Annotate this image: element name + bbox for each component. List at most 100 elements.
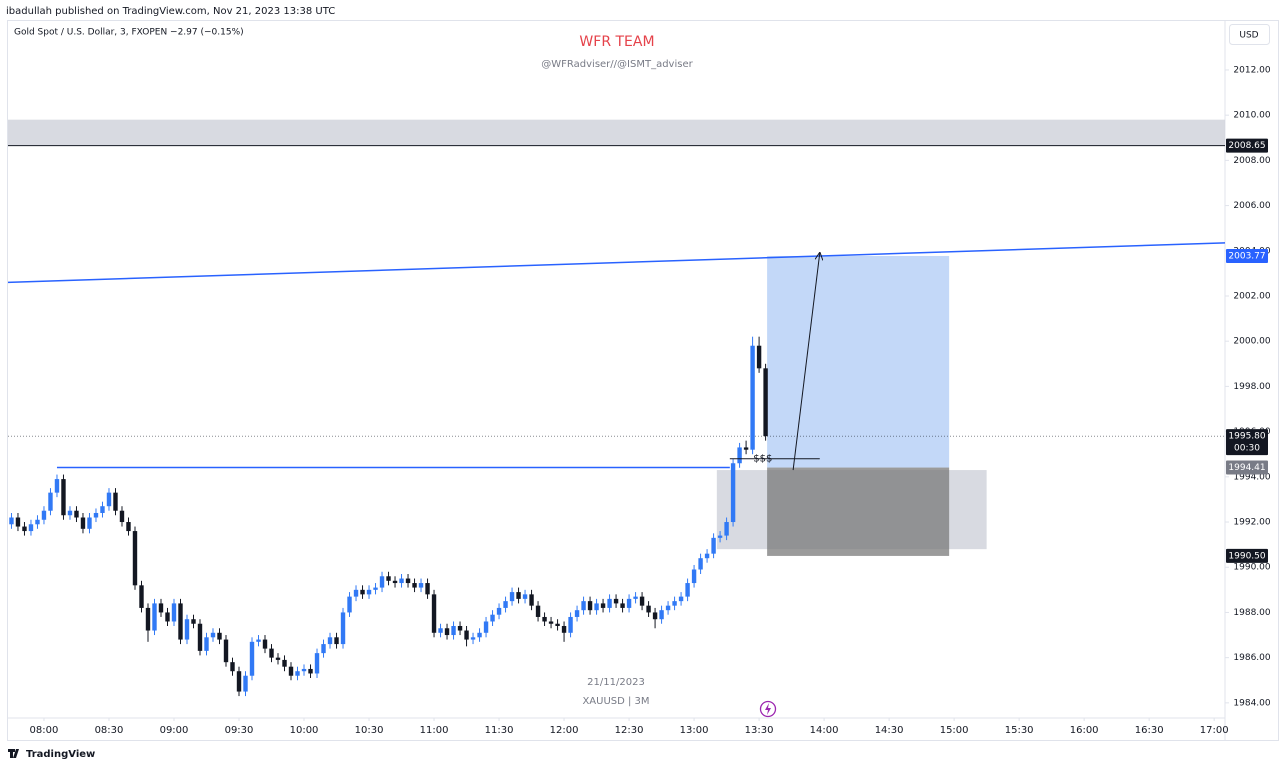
candle-body	[113, 492, 118, 511]
candle-body	[321, 644, 326, 654]
candle-body	[184, 619, 190, 640]
candle-body	[659, 610, 664, 620]
candle-body	[178, 603, 183, 640]
candle-body	[555, 623, 560, 627]
candle-body	[464, 630, 469, 640]
candle-body	[295, 671, 300, 676]
candle-body	[516, 592, 521, 599]
candle-body	[451, 626, 456, 636]
candle-body	[80, 517, 86, 529]
candle-body	[236, 671, 242, 692]
candle-body	[54, 479, 60, 493]
candle-body	[269, 648, 274, 658]
position-stop	[767, 467, 950, 556]
candle-body	[379, 576, 385, 588]
position-target	[767, 255, 950, 468]
price-label-box	[1226, 460, 1268, 475]
price-label: 1995.80	[1228, 432, 1265, 442]
zone	[8, 119, 1225, 146]
candle-body	[373, 587, 378, 590]
candle-body	[750, 345, 755, 450]
candle-body	[490, 614, 495, 622]
candle-body	[119, 510, 125, 523]
candle-body	[613, 598, 619, 604]
x-tick-label: 11:30	[485, 725, 514, 736]
price-label-box	[1226, 548, 1268, 563]
candle-body	[366, 589, 372, 595]
candle-body	[132, 531, 138, 586]
candle-body	[691, 569, 697, 584]
candle-body	[100, 506, 105, 513]
candle-body	[334, 637, 339, 645]
x-tick-label: 08:30	[95, 725, 124, 736]
candle-body	[282, 659, 287, 667]
candle-body	[217, 632, 222, 640]
candle-body	[308, 668, 313, 674]
x-tick-label: 16:30	[1135, 725, 1164, 736]
watermark-symbol: XAUUSD | 3M	[582, 696, 649, 707]
candle-body	[191, 619, 196, 624]
x-tick-label: 16:00	[1070, 725, 1099, 736]
brand: TradingView	[26, 749, 95, 760]
candle-body	[262, 639, 268, 649]
candle-body	[672, 601, 677, 606]
candle-body	[139, 585, 144, 608]
publisher: ibadullah published on TradingView.com, …	[6, 6, 335, 17]
candle-body	[665, 605, 671, 611]
candle-body	[243, 675, 248, 692]
candle-body	[542, 616, 547, 622]
x-tick-label: 12:00	[550, 725, 579, 736]
candle-body	[405, 578, 411, 584]
currency: USD	[1239, 31, 1258, 41]
currency-button[interactable]	[1229, 24, 1270, 45]
candle-body	[327, 637, 333, 645]
candle-body	[646, 605, 651, 613]
candle-body	[126, 522, 131, 532]
y-tick-label: 1992.00	[1233, 518, 1270, 528]
candle-body	[483, 621, 489, 633]
candle-body	[503, 601, 508, 608]
candle-body	[457, 626, 463, 631]
candle-body	[418, 583, 424, 588]
price-label-box	[1226, 138, 1268, 153]
y-tick-label: 1994.00	[1233, 472, 1270, 482]
candle-body	[223, 639, 229, 663]
x-tick-label: 12:30	[615, 725, 644, 736]
candle-body	[256, 639, 261, 642]
candle-body	[698, 558, 703, 570]
candle-body	[711, 537, 716, 554]
watermark-subtitle: @WFRadviser//@ISMT_adviser	[541, 59, 693, 70]
sss-label: $$$	[753, 454, 772, 465]
x-tick-label: 17:00	[1200, 725, 1229, 736]
candle-body	[568, 616, 573, 633]
candle-body	[197, 623, 203, 651]
candle-body	[477, 632, 482, 638]
candle-body	[444, 628, 450, 636]
candle-body	[509, 592, 515, 602]
candle-body	[535, 605, 541, 617]
event-icon[interactable]	[759, 700, 777, 718]
candle-body	[93, 512, 99, 518]
candle-body	[41, 510, 47, 520]
y-tick-label: 2008.00	[1233, 156, 1270, 166]
candle-body	[626, 598, 632, 608]
candle-body	[152, 603, 157, 631]
price-label-box	[1226, 248, 1268, 263]
candle-body	[15, 517, 21, 527]
x-tick-label: 15:30	[1005, 725, 1034, 736]
y-tick-label: 1998.00	[1233, 382, 1270, 392]
frame	[7, 20, 1279, 741]
candle-body	[360, 589, 365, 595]
x-tick-label: 10:00	[290, 725, 319, 736]
candle-body	[275, 657, 281, 660]
countdown: 00:30	[1234, 444, 1260, 454]
candle-body	[594, 603, 599, 611]
candle-body	[620, 603, 625, 608]
watermark-title: WFR TEAM	[579, 34, 654, 50]
candle-body	[386, 576, 391, 581]
candle-body	[639, 596, 645, 606]
candle-body	[763, 368, 768, 437]
candle-body	[249, 641, 255, 676]
candle-body	[171, 603, 177, 622]
x-tick-label: 15:00	[940, 725, 969, 736]
